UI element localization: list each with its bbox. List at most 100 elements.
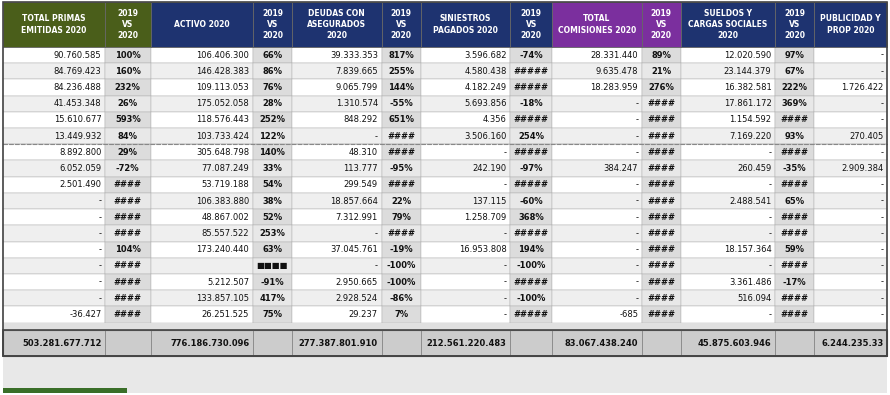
Bar [775,225,814,242]
Text: 7.839.665: 7.839.665 [336,67,378,76]
Text: #####: ##### [514,229,549,238]
Text: -55%: -55% [389,99,413,108]
Text: #####: ##### [514,148,549,157]
Bar [253,274,292,290]
Bar [421,96,510,112]
Bar [775,274,814,290]
Text: 13.449.932: 13.449.932 [54,132,101,141]
Text: 52%: 52% [263,213,282,222]
Text: -: - [504,310,506,319]
Text: -: - [881,310,884,319]
Bar [382,274,421,290]
Bar [553,290,642,307]
Text: ####: #### [647,213,676,222]
Text: 848.292: 848.292 [344,115,378,124]
Text: 384.247: 384.247 [603,164,638,173]
Text: 109.113.053: 109.113.053 [197,83,249,92]
Text: 85.557.522: 85.557.522 [202,229,249,238]
Text: -: - [635,261,638,270]
Text: 106.383.880: 106.383.880 [196,196,249,205]
Bar [3,2,105,47]
Text: SINIESTROS
PAGADOS 2020: SINIESTROS PAGADOS 2020 [433,14,498,34]
Bar [3,112,105,128]
Bar [105,193,150,209]
Bar [775,242,814,258]
Text: 1.258.709: 1.258.709 [465,213,506,222]
Bar [510,160,553,177]
Text: -: - [375,229,378,238]
Bar [814,2,887,47]
Text: ####: #### [647,229,676,238]
Text: 146.428.383: 146.428.383 [196,67,249,76]
Bar [510,112,553,128]
Text: 6.052.059: 6.052.059 [60,164,101,173]
Text: ####: #### [647,148,676,157]
Bar [681,274,775,290]
Bar [814,193,887,209]
Bar [382,128,421,144]
Text: 254%: 254% [518,132,545,141]
Bar [150,209,253,225]
Bar [3,331,105,356]
Text: ####: #### [781,148,809,157]
Text: -: - [768,148,772,157]
Text: 2.488.541: 2.488.541 [729,196,772,205]
Bar [105,2,150,47]
Bar [642,144,681,160]
Text: TOTAL PRIMAS
EMITIDAS 2020: TOTAL PRIMAS EMITIDAS 2020 [21,14,86,34]
Text: 66%: 66% [263,51,282,60]
Bar [150,331,253,356]
Bar [814,96,887,112]
Text: ####: #### [647,180,676,189]
Bar [105,209,150,225]
Bar [150,96,253,112]
Bar [775,331,814,356]
Text: -: - [881,213,884,222]
Text: -91%: -91% [261,278,284,287]
Bar [3,79,105,96]
Text: 368%: 368% [518,213,544,222]
Bar [681,2,775,47]
Text: ####: #### [647,261,676,270]
Bar [421,225,510,242]
Text: 9.065.799: 9.065.799 [336,83,378,92]
Bar [253,112,292,128]
Bar [814,47,887,63]
Text: ####: #### [781,294,809,303]
Bar [642,290,681,307]
Text: ■■■■: ■■■■ [256,261,288,270]
Bar [775,144,814,160]
Text: 2.501.490: 2.501.490 [60,180,101,189]
Bar [421,177,510,193]
Bar [292,193,382,209]
Bar [814,209,887,225]
Text: 4.580.438: 4.580.438 [465,67,506,76]
Text: 77.087.249: 77.087.249 [201,164,249,173]
Bar [553,128,642,144]
Text: -: - [635,115,638,124]
Text: ####: #### [781,261,809,270]
Text: -74%: -74% [520,51,543,60]
Text: -: - [504,148,506,157]
Text: 29.237: 29.237 [349,310,378,319]
Text: PUBLICIDAD Y
PROP 2020: PUBLICIDAD Y PROP 2020 [821,14,881,34]
Text: 2.928.524: 2.928.524 [336,294,378,303]
Text: -: - [768,180,772,189]
Text: 28%: 28% [263,99,282,108]
Bar [150,112,253,128]
Text: 1.154.592: 1.154.592 [730,115,772,124]
Bar [775,209,814,225]
Bar [292,128,382,144]
Text: 28.331.440: 28.331.440 [591,51,638,60]
Text: -: - [881,229,884,238]
Bar [292,242,382,258]
Bar [150,242,253,258]
Bar [510,144,553,160]
Text: 270.405: 270.405 [850,132,884,141]
Text: 3.506.160: 3.506.160 [465,132,506,141]
Text: -: - [99,261,101,270]
Text: 160%: 160% [115,67,141,76]
Bar [775,290,814,307]
Bar [814,112,887,128]
Text: -: - [635,99,638,108]
